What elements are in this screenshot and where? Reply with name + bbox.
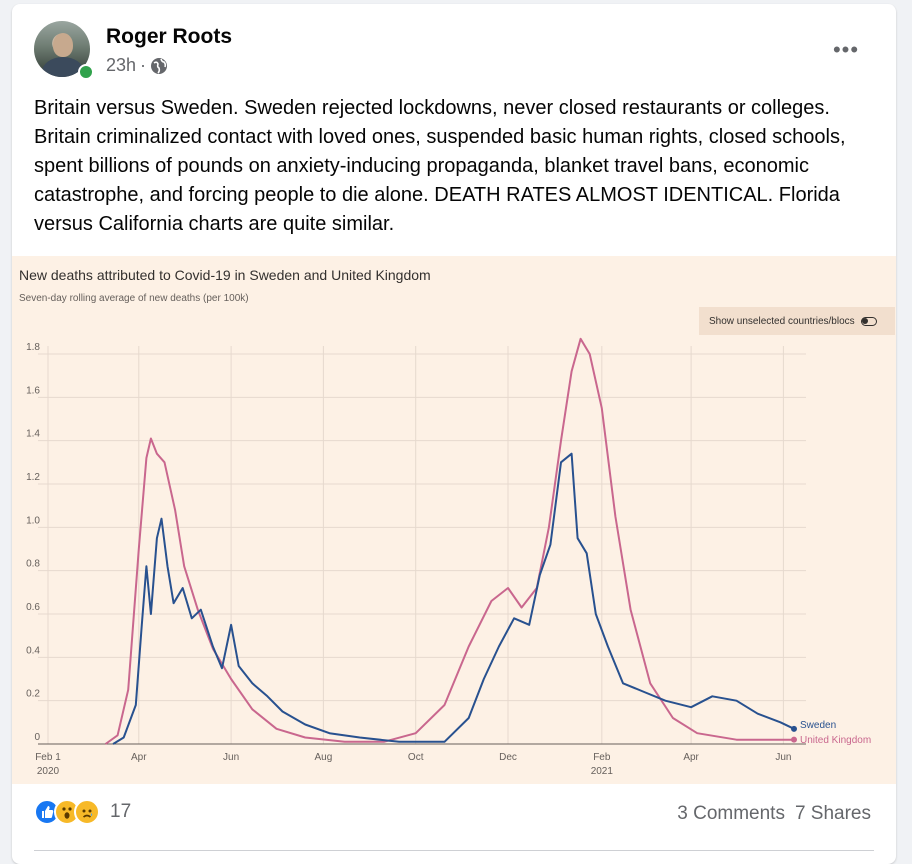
post-text: Britain versus Sweden. Sweden rejected l… (34, 97, 846, 235)
post-author[interactable]: Roger Roots (106, 25, 232, 48)
series-end-marker-united-kingdom (791, 736, 797, 743)
y-tick-label: 1.6 (26, 385, 40, 396)
y-tick-label: 0.6 (26, 602, 40, 613)
post-meta: 23h · (106, 55, 168, 76)
chart-subtitle: Seven-day rolling average of new deaths … (19, 293, 249, 304)
series-end-marker-sweden (791, 725, 797, 732)
series-line-sweden (112, 452, 795, 745)
x-tick-label: Dec (499, 752, 517, 763)
globe-icon (151, 57, 168, 74)
series-label-sweden: Sweden (800, 720, 836, 731)
line-chart: Feb 1 2020 Apr Jun Aug Oct Dec Feb 2021 Apr Jun 0 0.… (26, 337, 871, 777)
show-unselected-toggle[interactable]: Show unselected countries/blocs (699, 307, 895, 335)
y-tick-label: 0.2 (26, 689, 40, 700)
more-options-button[interactable]: ••• (828, 32, 864, 68)
reaction-count: 17 (110, 801, 132, 822)
post-card: Roger Roots 23h · ••• Britain versus Swe… (12, 4, 896, 864)
post-time[interactable]: 23h (106, 55, 137, 75)
y-tick-label: 1.8 (26, 342, 40, 353)
avatar-face (53, 33, 73, 57)
chart-image[interactable]: New deaths attributed to Covid-19 in Swe… (12, 256, 896, 784)
engagement-summary: 3 Comments 7 Shares (677, 803, 871, 825)
y-tick-label: 1.2 (26, 472, 40, 483)
online-status-dot (78, 64, 94, 80)
y-tick-label: 1.4 (26, 429, 40, 440)
x-tick-label: Oct (408, 752, 424, 763)
x-tick-label: Apr (683, 752, 699, 763)
comments-link[interactable]: 3 Comments (677, 803, 785, 824)
x-tick-label: Jun (223, 752, 239, 763)
x-tick-label: Feb 1 (35, 752, 61, 763)
x-tick-label: Apr (131, 752, 147, 763)
x-tick-label: Aug (315, 752, 333, 763)
avatar[interactable] (34, 21, 90, 77)
ellipsis-icon: ••• (832, 37, 860, 62)
chart-title: New deaths attributed to Covid-19 in Swe… (19, 267, 431, 283)
sad-icon (74, 799, 100, 825)
y-tick-label: 0 (34, 732, 40, 743)
x-tick-label: Jun (775, 752, 791, 763)
shares-link[interactable]: 7 Shares (794, 803, 871, 824)
y-tick-label: 0.8 (26, 559, 40, 570)
reaction-summary[interactable]: 17 (34, 799, 131, 825)
meta-separator: · (140, 55, 147, 75)
toggle-label: Show unselected countries/blocs (709, 315, 855, 327)
series-label-united-kingdom: United Kingdom (800, 735, 871, 746)
x-tick-sublabel: 2020 (37, 766, 60, 777)
y-tick-label: 0.4 (26, 645, 40, 656)
x-tick-label: Feb (593, 752, 611, 763)
series-line-united-kingdom (104, 337, 794, 745)
toggle-switch-icon[interactable] (860, 316, 877, 326)
x-tick-sublabel: 2021 (591, 766, 614, 777)
y-tick-label: 1.0 (26, 515, 40, 526)
footer-divider (34, 850, 874, 851)
avatar-body (42, 57, 84, 77)
